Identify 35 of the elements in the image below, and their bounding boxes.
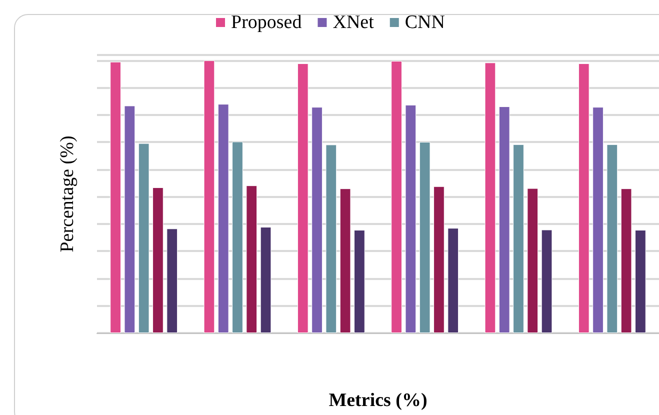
bar — [448, 228, 459, 333]
bar — [620, 188, 632, 333]
legend-label: XNet — [332, 12, 375, 33]
x-axis-title: Metrics (%) — [328, 390, 428, 411]
legend-label: CNN — [404, 12, 446, 33]
bar — [232, 142, 243, 333]
bar — [434, 186, 444, 333]
bar — [340, 188, 351, 333]
bar — [541, 230, 552, 333]
bar — [419, 142, 430, 333]
legend-label: Proposed — [231, 12, 302, 33]
bar — [297, 63, 308, 333]
bar — [152, 187, 164, 333]
bar — [635, 230, 646, 333]
bar — [592, 107, 604, 333]
bar — [246, 186, 258, 333]
bar — [527, 188, 538, 333]
bar — [326, 144, 337, 333]
bar — [260, 226, 272, 333]
bar — [166, 228, 178, 333]
bar — [578, 63, 590, 333]
bar — [405, 104, 416, 333]
bar — [204, 60, 215, 333]
bar — [312, 107, 322, 333]
bar — [513, 144, 524, 333]
bar — [110, 62, 121, 333]
bar — [138, 143, 150, 333]
bar — [484, 62, 496, 333]
bar — [218, 104, 229, 333]
bar — [354, 230, 365, 333]
bar — [606, 144, 618, 333]
bar — [498, 106, 510, 333]
y-axis-title: Percentage (%) — [57, 136, 78, 252]
bar — [391, 60, 402, 333]
bar — [124, 106, 136, 333]
